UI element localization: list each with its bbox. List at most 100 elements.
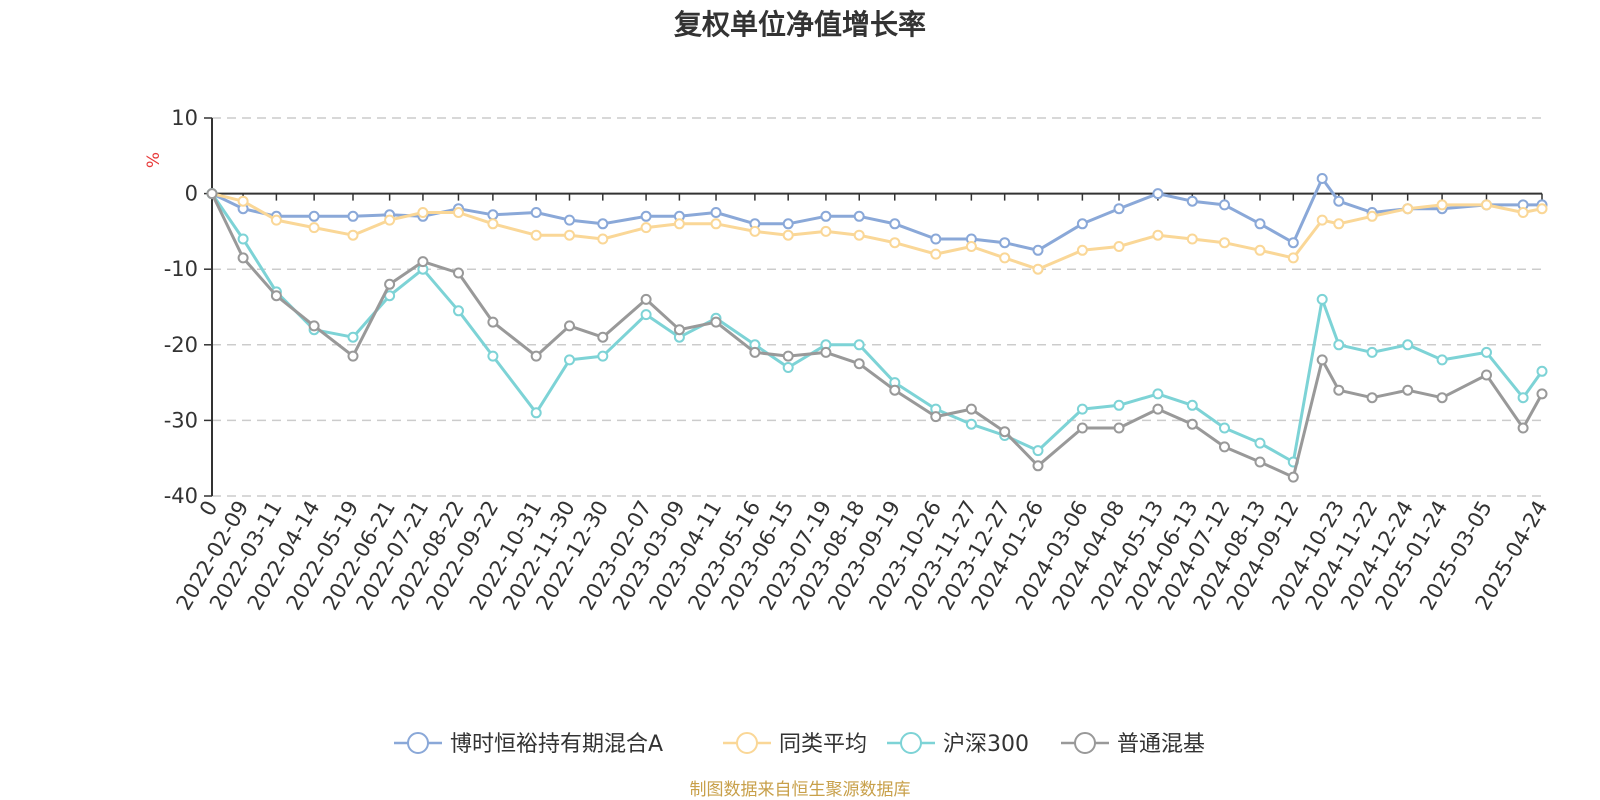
data-point xyxy=(270,290,282,302)
data-point xyxy=(237,195,249,207)
legend-item[interactable]: 沪深300 xyxy=(887,732,1029,757)
series-group xyxy=(206,188,1548,468)
data-point xyxy=(1113,422,1125,434)
data-point xyxy=(417,256,429,268)
grid-lines xyxy=(212,117,1542,497)
data-point xyxy=(530,229,542,241)
data-point xyxy=(1032,445,1044,457)
data-point xyxy=(453,267,464,279)
legend-circle-icon xyxy=(1074,732,1096,754)
data-point xyxy=(1254,437,1266,449)
series-group xyxy=(206,188,1548,275)
data-point xyxy=(487,316,499,328)
data-point xyxy=(1366,346,1378,358)
data-point xyxy=(1333,218,1345,230)
data-point xyxy=(237,233,249,245)
data-point xyxy=(1113,241,1125,252)
legend-circle-icon xyxy=(407,732,429,754)
data-point xyxy=(308,320,320,332)
data-point xyxy=(1076,422,1088,434)
legend-circle-icon xyxy=(736,732,758,754)
series-line xyxy=(210,192,1544,464)
data-point xyxy=(1186,418,1198,430)
legend-circle-icon xyxy=(900,732,922,754)
data-point xyxy=(347,210,359,222)
data-point xyxy=(487,209,499,221)
data-point xyxy=(1152,403,1164,415)
data-point xyxy=(1219,441,1230,453)
data-point xyxy=(889,218,901,230)
data-point xyxy=(308,210,320,222)
data-point xyxy=(640,210,652,222)
data-point xyxy=(1219,237,1230,249)
data-point xyxy=(1536,365,1548,377)
data-point xyxy=(530,207,542,218)
data-point xyxy=(270,214,282,226)
data-point xyxy=(1333,384,1345,396)
data-point xyxy=(1113,399,1125,411)
y-tick-label: 10 xyxy=(171,106,198,130)
data-point xyxy=(782,229,794,241)
data-point xyxy=(965,403,977,415)
data-point xyxy=(1219,422,1230,434)
data-point xyxy=(1287,237,1299,249)
data-point xyxy=(1032,263,1044,275)
data-point xyxy=(308,222,320,234)
data-point xyxy=(889,237,901,249)
data-point xyxy=(564,229,575,241)
y-tick-label: -40 xyxy=(164,484,198,508)
data-point xyxy=(347,229,359,241)
legend-label: 博时恒裕持有期混合A xyxy=(450,732,663,757)
data-point xyxy=(1152,229,1164,241)
data-point xyxy=(597,218,609,230)
data-point xyxy=(1402,339,1414,351)
data-point xyxy=(673,324,685,336)
data-point xyxy=(965,418,977,430)
data-point xyxy=(1287,252,1299,264)
legend[interactable]: 博时恒裕持有期混合A 同类平均 沪深300 普通混基 xyxy=(394,732,1205,757)
data-point xyxy=(640,222,652,234)
data-point xyxy=(597,331,609,343)
data-point xyxy=(1402,203,1414,215)
data-point xyxy=(999,252,1011,264)
y-tick-label: -30 xyxy=(164,408,198,432)
legend-item[interactable]: 博时恒裕持有期混合A xyxy=(394,732,663,757)
data-point xyxy=(1402,384,1414,396)
data-point xyxy=(1032,460,1044,472)
data-point xyxy=(1481,199,1492,211)
data-point xyxy=(853,210,865,222)
data-point xyxy=(453,207,464,218)
data-point xyxy=(710,218,722,230)
y-axis-unit: % xyxy=(144,152,164,168)
data-point xyxy=(1366,210,1378,222)
data-point xyxy=(930,233,942,245)
data-point xyxy=(1517,422,1529,434)
data-point xyxy=(1366,392,1378,404)
data-point xyxy=(749,346,761,358)
data-point xyxy=(782,362,794,373)
data-point xyxy=(1436,354,1448,366)
data-point xyxy=(1076,403,1088,415)
data-point xyxy=(1517,392,1529,404)
data-point xyxy=(384,278,396,290)
data-point xyxy=(1152,188,1164,200)
data-point xyxy=(640,309,652,321)
legend-label: 普通混基 xyxy=(1117,732,1205,757)
series-line xyxy=(210,192,1544,479)
data-point xyxy=(965,241,977,252)
data-point xyxy=(1436,199,1448,211)
data-point xyxy=(384,214,396,226)
legend-item[interactable]: 同类平均 xyxy=(723,732,867,757)
series-group xyxy=(206,188,1548,483)
y-tick-label: -10 xyxy=(164,257,198,281)
y-tick-label: -20 xyxy=(164,333,198,357)
data-point xyxy=(1333,195,1345,207)
legend-item[interactable]: 普通混基 xyxy=(1061,732,1205,757)
y-tick-label: 0 xyxy=(185,182,198,206)
data-point xyxy=(530,350,542,362)
data-point xyxy=(347,350,359,362)
data-point xyxy=(453,305,464,317)
data-point xyxy=(1333,339,1345,351)
data-point xyxy=(930,248,942,260)
